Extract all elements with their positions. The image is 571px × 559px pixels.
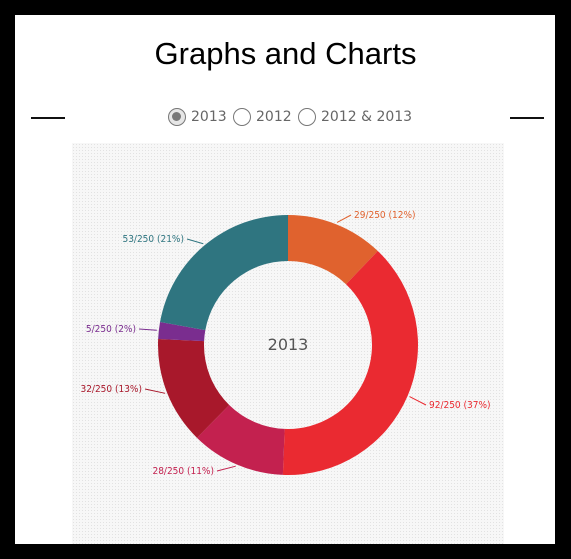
radio-2013[interactable]: 2013 (168, 108, 227, 126)
chart-panel (72, 143, 504, 544)
slice-leader-line (186, 238, 204, 245)
slice-data-label: 5/250 (2%) (86, 324, 136, 335)
divider-right (510, 117, 544, 119)
chart-center-label: 2013 (268, 335, 309, 354)
radio-unselected-icon[interactable] (298, 108, 316, 126)
year-filter: 2013 2012 2012 & 2013 (0, 108, 571, 132)
divider-left (31, 117, 65, 119)
donut-slice[interactable] (288, 215, 378, 285)
page-title: Graphs and Charts (154, 36, 417, 71)
slice-leader-line (336, 214, 352, 223)
slice-data-label: 28/250 (11%) (152, 466, 214, 477)
slice-data-label: 32/250 (13%) (80, 384, 142, 395)
donut-slice[interactable] (160, 215, 288, 331)
donut-slice[interactable] (158, 322, 206, 342)
radio-unselected-icon[interactable] (233, 108, 251, 126)
radio-2012-and-2013[interactable]: 2012 & 2013 (298, 108, 412, 126)
slice-data-label: 92/250 (37%) (429, 400, 491, 411)
slice-leader-line (409, 396, 427, 406)
radio-label: 2013 (191, 109, 227, 125)
radio-label: 2012 & 2013 (321, 109, 413, 125)
slice-leader-line (216, 465, 236, 472)
slice-data-label: 53/250 (21%) (122, 234, 184, 245)
donut-slice[interactable] (196, 404, 285, 475)
radio-2012[interactable]: 2012 (233, 108, 292, 126)
donut-slice[interactable] (282, 250, 418, 475)
slice-leader-line (144, 388, 166, 394)
radio-selected-icon[interactable] (168, 108, 186, 126)
slice-leader-line (138, 328, 157, 331)
radio-label: 2012 (256, 109, 292, 125)
slice-data-label: 29/250 (12%) (354, 210, 416, 221)
donut-chart: 29/250 (12%) 92/250 (37%) 28/250 (11%) 32/2… (80, 210, 491, 477)
donut-slice[interactable] (158, 339, 230, 438)
